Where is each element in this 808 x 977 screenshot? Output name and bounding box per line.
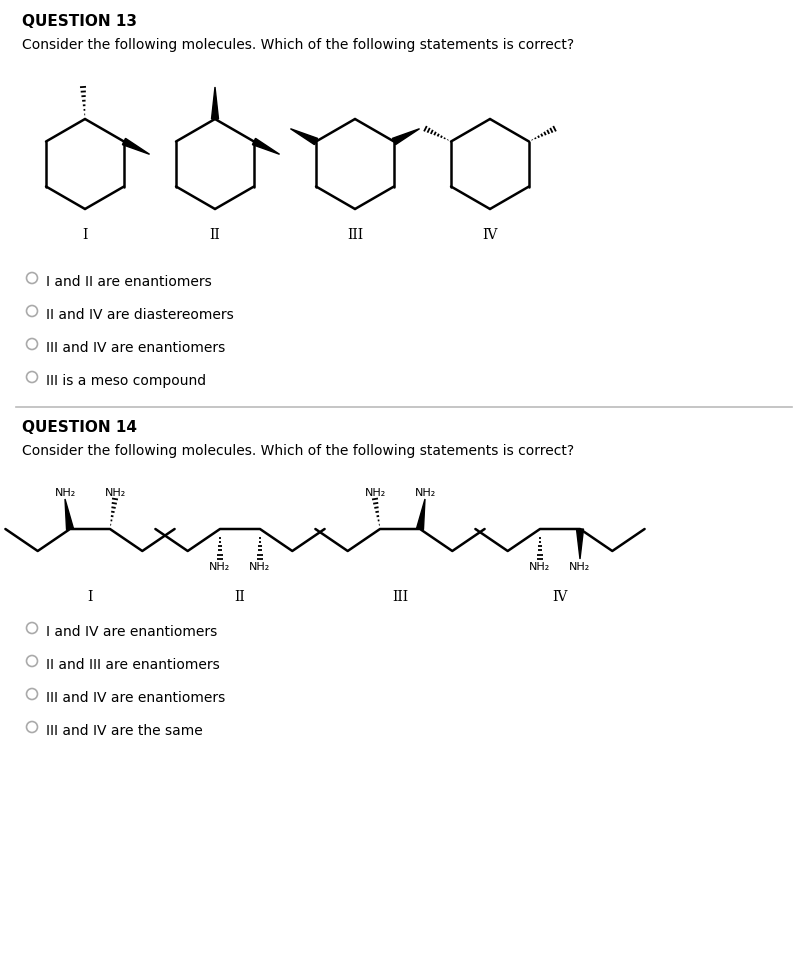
Text: NH₂: NH₂ bbox=[415, 488, 436, 497]
Text: NH₂: NH₂ bbox=[364, 488, 385, 497]
Polygon shape bbox=[576, 530, 583, 560]
Text: I and II are enantiomers: I and II are enantiomers bbox=[46, 275, 212, 289]
Text: III and IV are enantiomers: III and IV are enantiomers bbox=[46, 341, 225, 355]
Text: III and IV are the same: III and IV are the same bbox=[46, 723, 203, 738]
Text: NH₂: NH₂ bbox=[209, 562, 230, 572]
Text: NH₂: NH₂ bbox=[529, 562, 550, 572]
Polygon shape bbox=[252, 140, 280, 155]
Polygon shape bbox=[122, 140, 149, 155]
Polygon shape bbox=[417, 499, 425, 531]
Text: Consider the following molecules. Which of the following statements is correct?: Consider the following molecules. Which … bbox=[22, 38, 574, 52]
Text: I: I bbox=[87, 589, 93, 604]
Text: I: I bbox=[82, 228, 88, 241]
Text: II and III are enantiomers: II and III are enantiomers bbox=[46, 658, 220, 671]
Text: NH₂: NH₂ bbox=[104, 488, 125, 497]
Text: NH₂: NH₂ bbox=[570, 562, 591, 572]
Text: III: III bbox=[392, 589, 408, 604]
Text: II: II bbox=[209, 228, 221, 241]
Text: III is a meso compound: III is a meso compound bbox=[46, 373, 206, 388]
Polygon shape bbox=[393, 130, 419, 146]
Text: Consider the following molecules. Which of the following statements is correct?: Consider the following molecules. Which … bbox=[22, 444, 574, 457]
Text: IV: IV bbox=[553, 589, 568, 604]
Text: QUESTION 14: QUESTION 14 bbox=[22, 419, 137, 435]
Text: IV: IV bbox=[482, 228, 498, 241]
Text: NH₂: NH₂ bbox=[250, 562, 271, 572]
Text: I and IV are enantiomers: I and IV are enantiomers bbox=[46, 624, 217, 638]
Text: II and IV are diastereomers: II and IV are diastereomers bbox=[46, 308, 234, 321]
Polygon shape bbox=[290, 130, 318, 146]
Text: NH₂: NH₂ bbox=[54, 488, 76, 497]
Polygon shape bbox=[212, 88, 218, 120]
Text: III and IV are enantiomers: III and IV are enantiomers bbox=[46, 691, 225, 704]
Text: III: III bbox=[347, 228, 363, 241]
Text: QUESTION 13: QUESTION 13 bbox=[22, 14, 137, 29]
Text: II: II bbox=[234, 589, 246, 604]
Polygon shape bbox=[65, 499, 74, 531]
